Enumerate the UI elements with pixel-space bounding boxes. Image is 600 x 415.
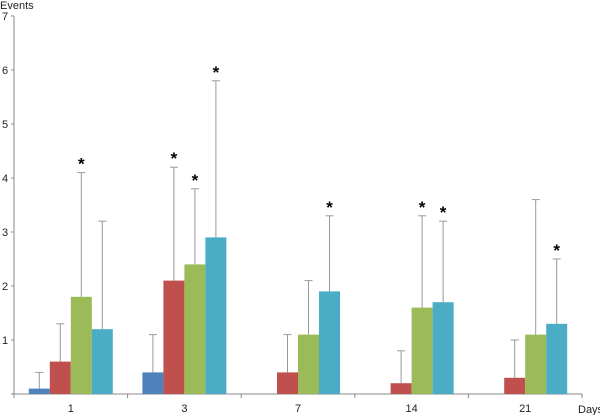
bar	[28, 388, 50, 394]
significance-star: *	[419, 198, 426, 217]
bar	[277, 372, 298, 394]
significance-star: *	[192, 171, 199, 190]
bar	[91, 329, 113, 394]
x-tick-label: 7	[295, 403, 301, 415]
significance-star: *	[553, 241, 560, 260]
bar	[319, 291, 340, 394]
x-tick-label: 3	[181, 403, 187, 415]
y-tick-label: 7	[2, 11, 8, 23]
y-tick-label: 3	[2, 227, 8, 239]
bar	[390, 383, 412, 394]
error-bars	[35, 80, 561, 389]
bar	[298, 334, 319, 394]
x-tick-label: 1	[68, 403, 74, 415]
bar	[205, 237, 227, 394]
x-tick-label: 21	[519, 403, 531, 415]
bars	[28, 237, 568, 394]
y-tick-label: 2	[2, 281, 8, 293]
significance-star: *	[326, 198, 333, 217]
x-tick-label: 14	[405, 403, 417, 415]
bar	[411, 307, 433, 394]
significance-star: *	[171, 149, 178, 168]
bar	[504, 377, 526, 394]
y-tick-label: 4	[2, 173, 8, 185]
y-tick-label: 5	[2, 119, 8, 131]
y-axis-title: Events	[0, 0, 34, 12]
bar	[49, 361, 71, 394]
bar	[432, 302, 454, 394]
y-tick-label: 6	[2, 65, 8, 77]
bar	[546, 323, 568, 394]
significance-star: *	[213, 63, 220, 82]
bar	[70, 296, 92, 394]
y-tick-label: 1	[2, 335, 8, 347]
labels: 1 2 3 4 5 6 7 1 3 7 14 21	[2, 11, 531, 415]
bar	[163, 280, 185, 394]
bar	[525, 334, 547, 394]
significance-markers: * * * * * * * *	[78, 63, 560, 260]
significance-star: *	[440, 203, 447, 222]
bar	[184, 264, 206, 394]
bar	[142, 372, 164, 394]
x-axis-title: Days	[578, 404, 600, 415]
significance-star: *	[78, 155, 85, 174]
